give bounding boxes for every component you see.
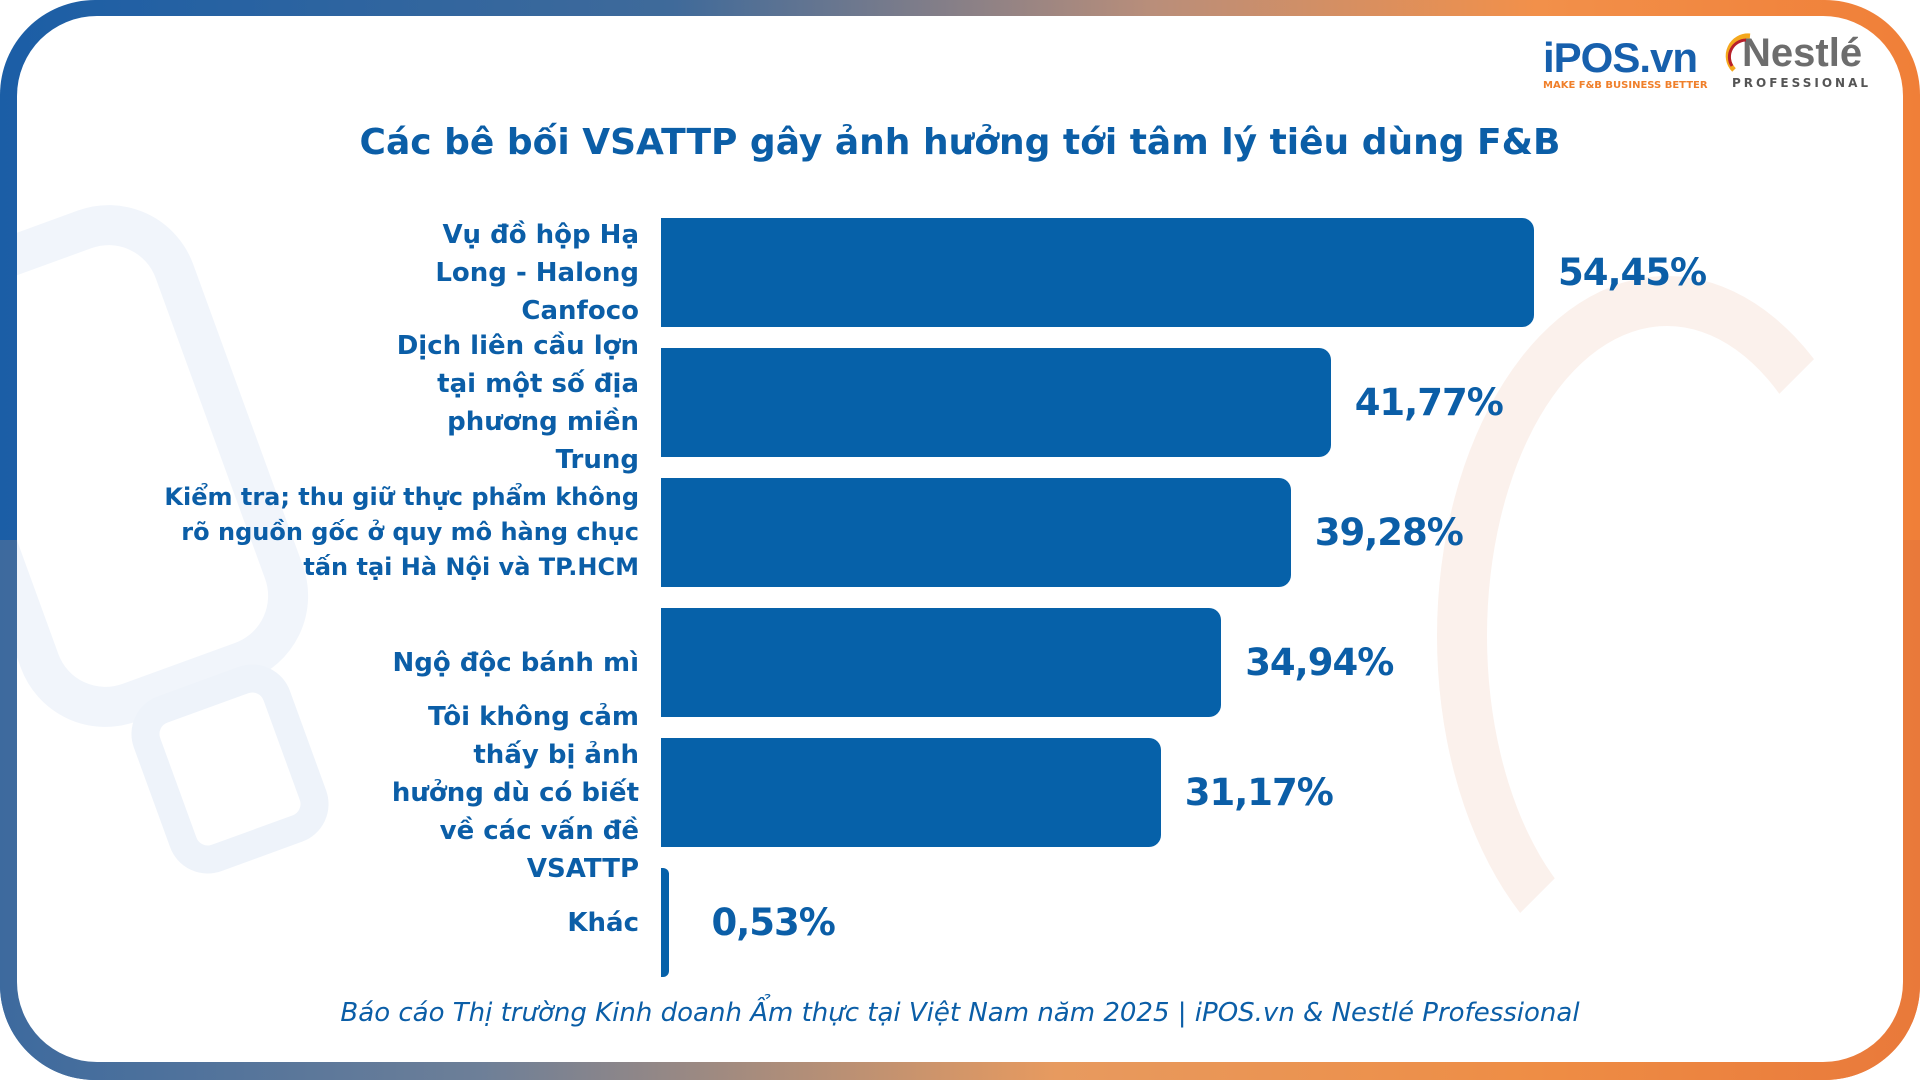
- value-label: 34,94%: [1245, 641, 1394, 684]
- bar: [661, 478, 1291, 587]
- background-arc: [1437, 276, 1897, 996]
- nestle-swoosh-icon: [1725, 33, 1751, 72]
- value-label: 31,17%: [1184, 771, 1334, 814]
- value-label: 41,77%: [1354, 381, 1504, 424]
- value-label: 54,45%: [1558, 251, 1707, 294]
- ipos-logo: iPOS.vn MAKE F&B BUSINESS BETTER: [1543, 34, 1708, 92]
- bar: [661, 218, 1534, 327]
- nestle-wordmark: Nestlé: [1742, 31, 1863, 75]
- bar: [661, 738, 1161, 847]
- value-label: 0,53%: [711, 901, 835, 944]
- bar: [661, 868, 670, 977]
- category-label: Kiểm tra; thu giữ thực phẩm không rõ ngu…: [164, 483, 639, 581]
- footer-source: Báo cáo Thị trường Kinh doanh Ẩm thực tạ…: [340, 998, 1580, 1028]
- category-label: Tôi không cảm thấy bị ảnh hưởng dù có bi…: [391, 701, 639, 884]
- ipos-tagline: MAKE F&B BUSINESS BETTER: [1543, 80, 1708, 91]
- chart-title: Các bê bối VSATTP gây ảnh hưởng tới tâm …: [359, 122, 1561, 163]
- category-label: Khác: [567, 907, 639, 938]
- card: [17, 16, 1903, 1062]
- bar: [661, 608, 1222, 717]
- background-shape: [17, 179, 334, 753]
- ipos-wordmark: iPOS.vn: [1543, 34, 1698, 81]
- nestle-logo: Nestlé PROFESSIONAL: [1720, 30, 1871, 90]
- nestle-tagline: PROFESSIONAL: [1732, 76, 1872, 90]
- category-label: Ngộ độc bánh mì: [392, 647, 639, 678]
- category-label: Vụ đồ hộp Hạ Long - Halong Canfoco: [435, 219, 639, 326]
- bar: [661, 348, 1331, 457]
- category-label: Dịch liên cầu lợn tại một số địa phương …: [396, 330, 639, 475]
- value-label: 39,28%: [1314, 511, 1464, 554]
